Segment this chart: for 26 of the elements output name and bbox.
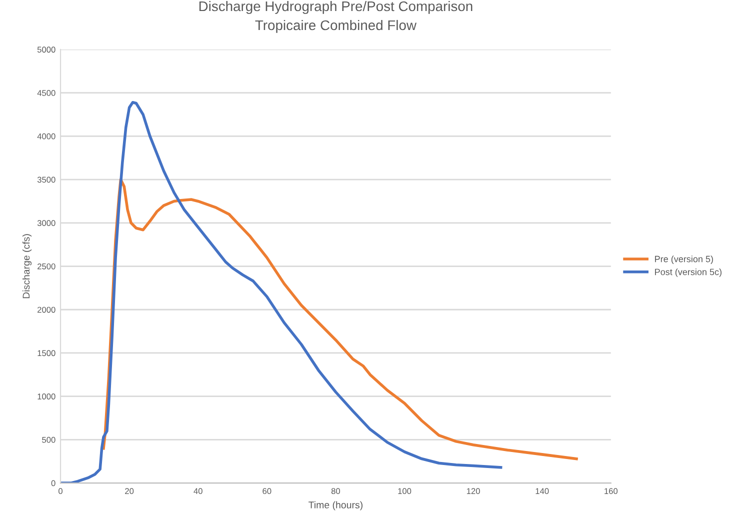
x-tick-label: 100: [398, 488, 412, 494]
y-axis-title: Discharge (cfs): [22, 234, 32, 298]
y-tick-label: 4500: [37, 90, 56, 96]
x-tick-label: 80: [331, 488, 340, 494]
x-tick-label: 40: [194, 488, 202, 494]
y-tick-label: 2500: [38, 263, 56, 270]
y-tick-label: 500: [42, 436, 56, 443]
y-tick-label: 1000: [38, 394, 56, 400]
x-tick-label: 160: [604, 488, 618, 494]
legend-label: Pre (version 5): [655, 256, 713, 264]
y-tick-label: 4000: [37, 133, 56, 140]
x-tick-label: 140: [536, 488, 549, 494]
y-tick-label: 1500: [38, 350, 56, 356]
x-axis-title: Time (hours): [308, 501, 362, 510]
legend-label: Post (version 5c): [655, 268, 722, 277]
line-series: [60, 100, 502, 484]
y-tick-label: 3000: [37, 220, 56, 226]
x-tick-label: 20: [125, 488, 134, 494]
x-tick-label: 120: [466, 488, 480, 494]
y-tick-label: 2000: [38, 306, 56, 313]
y-tick-label: 5000: [37, 46, 56, 53]
y-tick-label: 0: [51, 480, 56, 486]
chart-title: Discharge Hydrograph Pre/Post Comparison Tropicaire Combined Flow: [199, 0, 472, 33]
x-tick-label: 0: [58, 488, 62, 494]
y-tick-label: 3500: [37, 176, 56, 183]
x-tick-label: 60: [262, 488, 272, 494]
